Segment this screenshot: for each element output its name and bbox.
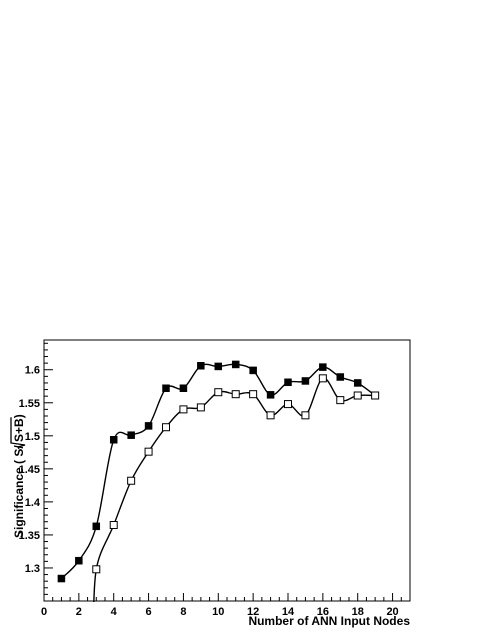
open-square-marker: [353, 391, 362, 400]
x-tick-label: 20: [386, 606, 398, 618]
y-tick-label: 1.6: [25, 365, 40, 377]
y-axis-label-radicand: S+B: [12, 418, 26, 442]
filled-square-marker: [162, 384, 170, 392]
x-tick-label: 18: [352, 606, 364, 618]
filled-square-marker: [319, 363, 327, 371]
series-markers: [57, 360, 380, 583]
open-square-marker: [249, 390, 258, 399]
open-square-marker: [127, 476, 136, 485]
filled-square-marker: [109, 436, 118, 444]
filled-square-marker: [301, 377, 310, 385]
filled-square-marker: [75, 556, 83, 565]
x-tick-label: 14: [282, 606, 295, 618]
open-square-marker: [214, 388, 223, 397]
y-tick-label: 1.45: [19, 464, 40, 476]
open-square-marker: [196, 403, 205, 412]
filled-square-marker: [92, 522, 101, 531]
y-axis-label-suffix: ): [12, 414, 26, 418]
x-axis-label: Number of ANN Input Nodes: [248, 614, 410, 628]
y-axis-label-prefix: Significance ( S/: [12, 442, 26, 538]
open-square-marker: [336, 396, 345, 405]
x-tick-label: 16: [317, 606, 329, 618]
filled-square-marker: [266, 391, 275, 399]
open-square-marker: [92, 565, 101, 574]
filled-square-marker: [144, 422, 153, 430]
y-tick-label: 1.5: [25, 431, 40, 443]
filled-square-marker: [197, 362, 205, 370]
filled-square-marker: [127, 431, 135, 439]
filled-square-marker: [57, 574, 66, 583]
open-square-marker: [144, 447, 153, 456]
filled-square-marker: [336, 373, 345, 381]
filled-square-marker: [179, 384, 188, 392]
open-square-marker: [318, 374, 327, 383]
x-tick-label: 2: [76, 606, 82, 618]
open-square-marker: [301, 411, 310, 420]
y-axis-ticks: 1.3 1.35 1.4 1.45 1.5 1.55 1.6: [19, 342, 53, 602]
open-square-marker: [266, 411, 275, 420]
x-tick-label: 12: [247, 606, 259, 618]
x-axis-ticks: 0 2 4 6 8 10 12 14 16 18 20: [41, 593, 411, 618]
open-square-marker: [162, 423, 170, 432]
x-tick-label: 6: [146, 606, 152, 618]
y-axis-label: Significance ( S/ S+B): [10, 414, 26, 538]
open-square-marker: [231, 390, 240, 399]
open-square-marker: [179, 405, 188, 414]
y-tick-label: 1.35: [19, 530, 40, 542]
y-tick-label: 1.3: [25, 563, 40, 575]
filled-square-marker: [231, 360, 240, 369]
open-square-marker: [109, 521, 118, 530]
filled-square-marker: [284, 378, 292, 387]
filled-square-marker: [249, 366, 257, 375]
x-tick-label: 8: [180, 606, 186, 618]
x-tick-label: 4: [111, 606, 118, 618]
y-tick-label: 1.4: [25, 497, 41, 509]
y-axis-label-radical-sign: [10, 417, 26, 450]
y-tick-label: 1.55: [19, 398, 40, 410]
y-axis-label-text: Significance ( S/ S+B): [12, 414, 26, 538]
x-tick-label: 0: [41, 606, 47, 618]
x-tick-label: 10: [212, 606, 224, 618]
filled-square-marker: [214, 362, 223, 371]
open-square-marker: [284, 400, 292, 409]
filled-square-marker: [353, 379, 362, 387]
open-square-marker: [371, 391, 380, 400]
